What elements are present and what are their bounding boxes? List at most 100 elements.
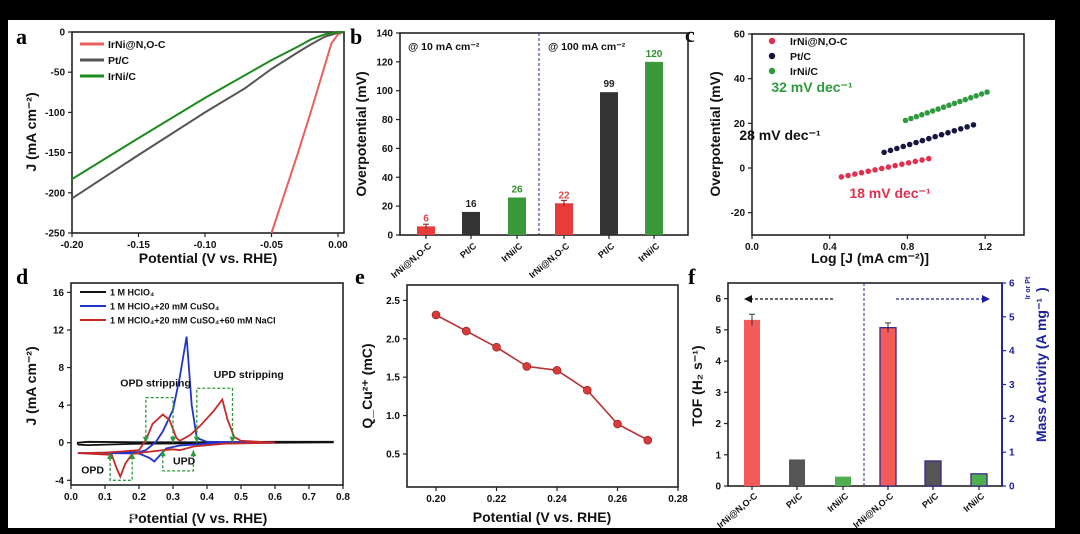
a-ytick-label: 0 (59, 28, 65, 39)
f-ylabel-right-paren: ) (1033, 287, 1049, 292)
b-bar (645, 61, 663, 235)
c-data-point (919, 137, 926, 144)
d-ytick-label: 8 (58, 363, 64, 374)
d-annotation-arrow-icon (129, 453, 136, 460)
c-data-point (967, 94, 975, 101)
c-data-point (905, 159, 912, 167)
b-group-label: @ 100 mA cm⁻² (548, 41, 626, 53)
c-ytick-label: 0 (739, 164, 745, 175)
c-data-point (983, 88, 991, 96)
e-xlabel: Potential (V vs. RHE) (473, 509, 611, 525)
a-ytick-label: -100 (45, 108, 65, 119)
e-ytick-label: 2.5 (386, 296, 400, 307)
c-xtick-label: 0.0 (745, 242, 759, 253)
d-annotation-arrow-icon (159, 450, 166, 457)
c-data-point (970, 121, 977, 129)
b-value-label: 26 (511, 184, 523, 195)
e-data-point (582, 385, 592, 395)
c-data-point (844, 172, 852, 179)
a-legend-label: IrNi@N,O-C (108, 39, 166, 51)
f-ylabel-left: TOF (H₂ s⁻¹) (689, 345, 705, 426)
f-right-ytick-label: 5 (1009, 312, 1015, 323)
c-ytick-label: 20 (734, 119, 746, 130)
f-bar (744, 319, 760, 486)
d-ytick-label: 0 (58, 438, 64, 449)
a-series-line (270, 31, 344, 234)
d-legend-label: 1 M HClO₄ (110, 288, 154, 298)
c-legend-label: IrNi@N,O-C (790, 36, 848, 48)
c-data-point (838, 173, 845, 181)
b-ytick-label: 100 (376, 86, 393, 97)
c-data-point (913, 113, 920, 120)
c-legend-marker (768, 52, 776, 60)
e-ytick-label: 2.0 (386, 334, 400, 345)
c-slope-label: 28 mV dec⁻¹ (739, 127, 821, 143)
e-ytick-label: 1.0 (386, 411, 400, 422)
panel-label-b: b (350, 24, 362, 49)
f-ytick-label: 0 (715, 482, 721, 493)
panel-label-e: e (355, 264, 365, 289)
b-ylabel: Overpotential (mV) (353, 71, 369, 196)
b-value-label: 22 (558, 190, 570, 201)
f-bar (879, 327, 897, 487)
b-ytick-label: 80 (382, 115, 394, 126)
d-annotation-arrow-icon (107, 453, 114, 460)
c-ytick-label: 60 (734, 30, 746, 41)
f-ytick-label: 3 (715, 388, 721, 399)
d-xlabel: Potential (V vs. RHE) (129, 510, 267, 526)
d-annotation-box (162, 450, 195, 472)
a-xtick-label: -0.10 (194, 240, 217, 251)
c-data-point (951, 100, 958, 107)
f-ylabel-right: Mass Activity (A mg⁻¹ (1033, 298, 1049, 442)
d-annotation-label: OPD stripping (120, 377, 191, 389)
d-annotation-arrow-icon (193, 436, 200, 443)
b-bar (462, 211, 480, 235)
b-value-label: 6 (423, 213, 429, 224)
c-ytick-label: 40 (734, 74, 746, 85)
d-annotation-box (145, 396, 174, 443)
c-data-point (871, 166, 879, 174)
c-data-point (938, 131, 945, 138)
f-right-ytick-label: 6 (1009, 279, 1015, 290)
b-value-label: 16 (465, 199, 477, 210)
d-legend-label: 1 M HClO₄+20 mM CuSO₄+60 mM NaCl (110, 316, 276, 326)
f-right-ytick-label: 0 (1009, 482, 1015, 493)
d-series-line (76, 440, 334, 447)
f-bar (924, 460, 942, 487)
e-data-point (552, 365, 562, 375)
f-bar (970, 473, 988, 487)
c-data-point (972, 92, 980, 100)
c-data-point (978, 90, 985, 98)
b-bar (508, 197, 526, 235)
e-data-point (461, 326, 471, 336)
c-data-point (918, 111, 926, 119)
b-value-label: 99 (603, 79, 615, 90)
f-ytick-label: 6 (715, 294, 721, 305)
c-slope-label: 32 mV dec⁻¹ (771, 79, 853, 95)
c-data-point (923, 109, 931, 117)
f-right-ytick-label: 1 (1009, 448, 1015, 459)
c-data-point (945, 102, 953, 109)
a-ylabel: J (mA cm⁻²) (23, 92, 39, 171)
a-xtick-label: -0.20 (61, 240, 84, 251)
a-legend-label: Pt/C (108, 55, 129, 67)
c-data-point (891, 162, 899, 169)
d-xtick-label: 0.1 (98, 492, 112, 503)
panel-label-f: f (688, 264, 696, 289)
f-ytick-label: 2 (715, 419, 721, 430)
c-data-point (925, 155, 933, 162)
c-data-point (951, 127, 958, 135)
c-data-point (887, 147, 894, 154)
a-ytick-label: -50 (51, 68, 66, 79)
c-data-point (962, 96, 969, 103)
d-annotation-arrow-icon (170, 436, 176, 443)
c-data-point (906, 141, 913, 148)
a-ytick-label: -250 (45, 229, 65, 240)
a-series-line (71, 31, 344, 200)
e-data-point (643, 435, 653, 445)
b-value-label: 120 (646, 49, 663, 60)
c-xtick-label: 0.8 (900, 242, 914, 253)
c-data-point (878, 165, 885, 172)
d-ylabel: J (mA cm⁻²) (23, 346, 39, 425)
c-data-point (858, 169, 865, 176)
